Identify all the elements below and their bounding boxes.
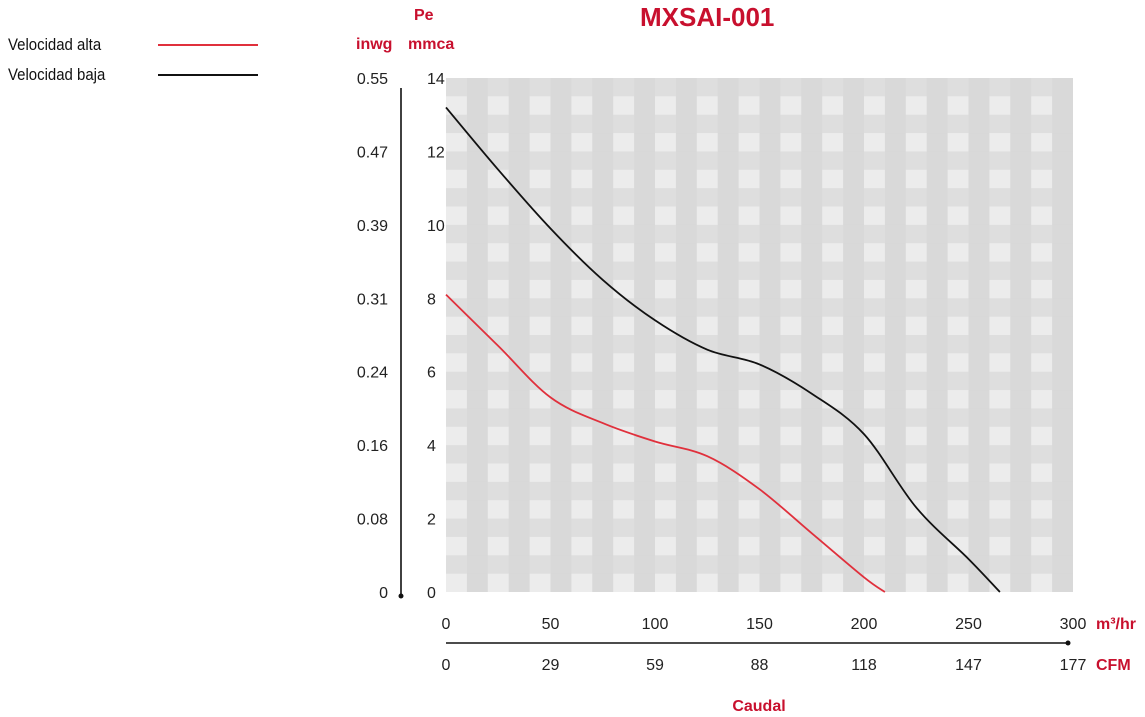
y2-tick-label: 0: [379, 585, 388, 602]
x2-tick-label: 88: [751, 657, 769, 674]
chart-ticks: 0 2 4 6 8 10 12 14 0 0.08 0.16 0.24 0.31 0.39 0.47 0.55…: [357, 71, 1087, 674]
grid-band-horizontal: [446, 188, 1073, 207]
x2-tick-label: 0: [442, 657, 451, 674]
legend-swatch-velocidad-baja: [158, 74, 258, 76]
x2-unit-cfm: CFM: [1096, 657, 1131, 674]
grid-band-horizontal: [446, 518, 1073, 537]
y-tick-label: 2: [427, 512, 436, 529]
chart-grid: [446, 78, 1073, 592]
chart-axes: Pe mmca inwg m³/hr CFM Caudal: [356, 7, 1136, 715]
grid-band-horizontal: [446, 114, 1073, 134]
y-unit-pe: Pe: [414, 7, 434, 24]
y-tick-label: 8: [427, 291, 436, 308]
y-tick-label: 12: [427, 144, 445, 161]
y-unit-mmca: mmca: [408, 36, 454, 53]
x2-tick-label: 147: [955, 657, 982, 674]
x2-tick-label: 177: [1060, 657, 1087, 674]
chart-series: [445, 106, 1001, 593]
x-tick-label: 200: [851, 616, 878, 633]
x-tick-label: 250: [955, 616, 982, 633]
y-tick-label: 4: [427, 438, 436, 455]
x-tick-label: 50: [542, 616, 560, 633]
x2-tick-label: 118: [851, 657, 877, 674]
y2-tick-label: 0.24: [357, 365, 388, 382]
x-axis-label-caudal: Caudal: [732, 698, 785, 715]
grid-band-horizontal: [446, 298, 1073, 317]
y2-tick-label: 0.16: [357, 438, 388, 455]
y-tick-label: 14: [427, 71, 445, 88]
grid-band-horizontal: [446, 408, 1073, 427]
series-line-0: [445, 293, 886, 593]
y2-tick-label: 0.31: [357, 291, 388, 308]
grid-band-horizontal: [446, 224, 1073, 244]
legend-label-velocidad-alta: Velocidad alta: [8, 35, 102, 54]
legend-label-velocidad-baja: Velocidad baja: [8, 65, 106, 84]
grid-band-horizontal: [446, 481, 1073, 501]
y2-tick-label: 0.39: [357, 218, 388, 235]
grid-band-horizontal: [446, 371, 1073, 391]
x2-tick-label: 59: [646, 657, 664, 674]
legend-item-velocidad-baja: Velocidad baja: [8, 60, 258, 90]
grid-band-horizontal: [446, 78, 1073, 97]
series-line-1: [445, 106, 1001, 593]
x-tick-label: 300: [1060, 616, 1087, 633]
y-tick-label: 10: [427, 218, 445, 235]
y-tick-label: 6: [427, 365, 436, 382]
y2-tick-label: 0.47: [357, 144, 388, 161]
x-tick-label: 150: [746, 616, 773, 633]
grid-band-horizontal: [446, 555, 1073, 574]
caudal-axis-dot: [1065, 640, 1071, 646]
y2-unit-inwg: inwg: [356, 36, 392, 53]
x-tick-label: 100: [642, 616, 669, 633]
legend-item-velocidad-alta: Velocidad alta: [8, 30, 258, 60]
grid-band-horizontal: [446, 261, 1073, 280]
grid-band-horizontal: [446, 335, 1073, 354]
x2-tick-label: 29: [542, 657, 560, 674]
inwg-axis-dot: [398, 593, 404, 599]
x-unit-m3hr: m³/hr: [1096, 616, 1136, 633]
grid-band-horizontal: [446, 151, 1073, 170]
x-tick-label: 0: [442, 616, 451, 633]
legend: Velocidad alta Velocidad baja: [8, 30, 258, 90]
y2-tick-label: 0.55: [357, 71, 388, 88]
grid-band-horizontal: [446, 445, 1073, 464]
y2-tick-label: 0.08: [357, 512, 388, 529]
chart-title: MXSAI-001: [640, 2, 775, 32]
y-tick-label: 0: [427, 585, 436, 602]
legend-swatch-velocidad-alta: [158, 44, 258, 46]
